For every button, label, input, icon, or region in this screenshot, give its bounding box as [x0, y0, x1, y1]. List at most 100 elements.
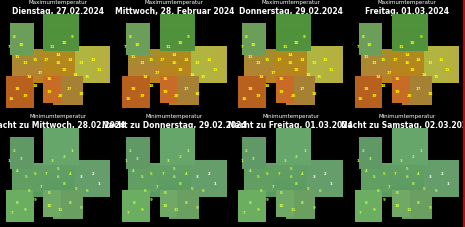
Bar	[372, 151, 374, 152]
Bar	[193, 184, 195, 185]
Bar	[376, 154, 379, 155]
Bar	[262, 99, 264, 100]
Bar	[449, 54, 451, 55]
Bar	[382, 180, 384, 182]
Bar	[32, 74, 33, 75]
Bar	[372, 155, 374, 157]
Text: 8: 8	[129, 35, 132, 39]
Bar	[47, 30, 49, 32]
Bar	[63, 52, 65, 54]
Bar	[33, 50, 35, 52]
Bar	[53, 69, 55, 70]
Bar	[418, 182, 420, 184]
Bar	[126, 44, 128, 45]
Bar	[12, 139, 14, 141]
Bar	[173, 199, 175, 200]
Bar	[420, 39, 422, 40]
Bar	[185, 132, 187, 134]
Bar	[207, 50, 209, 52]
Bar	[246, 149, 248, 151]
Bar	[309, 59, 312, 60]
Bar	[341, 182, 343, 184]
Bar	[424, 42, 425, 44]
Bar	[47, 27, 49, 29]
Bar	[260, 94, 262, 95]
Bar	[301, 170, 304, 172]
Bar	[164, 65, 166, 67]
Bar	[371, 177, 372, 179]
Bar	[83, 60, 85, 62]
Bar	[262, 87, 264, 89]
Bar	[26, 195, 27, 197]
Bar	[169, 127, 172, 129]
Bar	[424, 202, 425, 204]
Bar	[410, 199, 412, 200]
Bar	[130, 152, 132, 154]
Bar	[400, 39, 402, 40]
Bar	[422, 72, 424, 74]
Bar	[410, 29, 412, 30]
Bar	[311, 89, 313, 90]
Bar	[400, 62, 402, 64]
Bar	[172, 204, 173, 205]
Bar	[140, 72, 142, 74]
Bar	[278, 30, 280, 32]
Bar	[189, 170, 191, 172]
Bar	[108, 172, 110, 174]
Bar	[374, 72, 376, 74]
Bar	[59, 205, 61, 207]
Bar	[410, 187, 412, 189]
Bar	[290, 155, 292, 157]
Bar	[327, 64, 329, 65]
Bar	[363, 169, 365, 170]
Bar	[158, 167, 159, 169]
Bar	[53, 185, 55, 187]
Bar	[246, 49, 248, 50]
Bar	[201, 177, 203, 179]
Bar	[40, 172, 41, 174]
Bar	[250, 210, 252, 212]
Bar	[61, 151, 63, 152]
Bar	[412, 209, 414, 210]
Bar	[179, 19, 181, 20]
Bar	[189, 215, 191, 217]
Bar	[30, 215, 32, 217]
Bar	[77, 136, 79, 137]
Bar	[16, 24, 18, 25]
Bar	[94, 55, 97, 57]
Bar	[14, 25, 16, 27]
Bar	[77, 169, 79, 170]
Bar	[284, 27, 286, 29]
Bar	[453, 164, 455, 165]
Bar	[379, 167, 380, 169]
Bar	[81, 162, 83, 164]
Bar	[293, 151, 296, 152]
Bar	[414, 45, 416, 47]
Bar	[402, 20, 404, 22]
Bar	[32, 70, 33, 72]
Bar	[272, 77, 274, 79]
Bar	[65, 45, 67, 47]
Bar	[47, 20, 49, 22]
Bar	[392, 152, 394, 154]
Bar	[195, 104, 197, 105]
Bar	[313, 190, 315, 192]
Bar	[132, 62, 134, 64]
Bar	[45, 205, 47, 207]
Bar	[73, 185, 75, 187]
Bar	[296, 72, 298, 74]
Bar	[363, 84, 365, 85]
Bar	[250, 189, 252, 190]
Bar	[8, 82, 10, 84]
Bar	[71, 184, 73, 185]
Bar	[215, 189, 217, 190]
Bar	[183, 134, 185, 136]
Bar	[398, 67, 400, 69]
Bar	[394, 134, 396, 136]
Bar	[26, 160, 27, 162]
Bar	[142, 167, 144, 169]
Bar	[144, 190, 146, 192]
Bar	[167, 197, 170, 199]
Bar	[239, 85, 240, 87]
Bar	[10, 157, 12, 159]
